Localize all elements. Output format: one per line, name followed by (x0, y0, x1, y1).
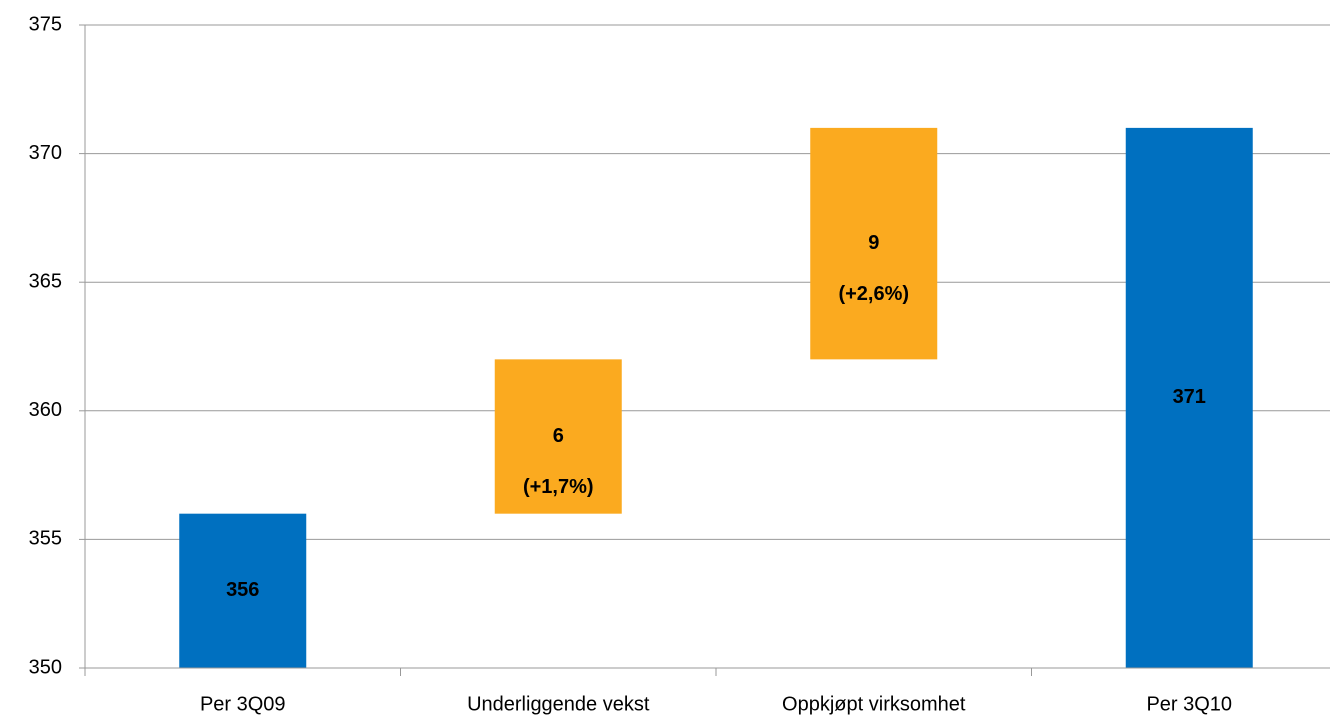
percent-label: (+2,6%) (838, 283, 909, 305)
bar (1125, 127, 1253, 668)
y-tick-label: 370 (29, 142, 62, 164)
value-label: 9 (868, 232, 879, 254)
x-tick-label: Oppkjøpt virksomhet (782, 693, 966, 715)
y-tick-label: 350 (29, 656, 62, 678)
y-tick-label: 365 (29, 270, 62, 292)
y-tick-label: 360 (29, 399, 62, 421)
percent-label: (+1,7%) (523, 476, 594, 498)
x-tick-label: Per 3Q09 (200, 693, 286, 715)
x-tick-label: Underliggende vekst (467, 693, 650, 715)
bar (179, 513, 307, 668)
bar (494, 359, 622, 514)
bar (810, 127, 938, 360)
y-tick-label: 355 (29, 528, 62, 550)
value-label: 356 (226, 579, 259, 601)
value-label: 6 (553, 425, 564, 447)
y-tick-label: 375 (29, 13, 62, 35)
x-tick-label: Per 3Q10 (1146, 693, 1232, 715)
value-label: 371 (1173, 386, 1206, 408)
